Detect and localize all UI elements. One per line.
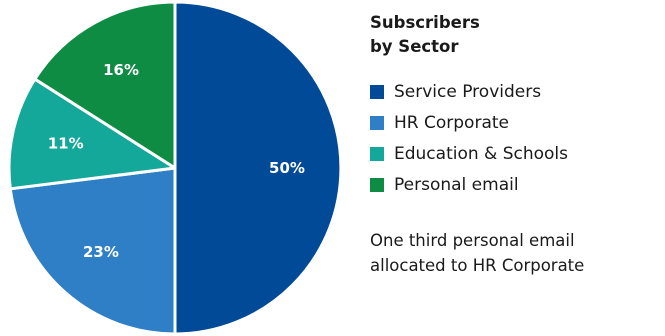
legend-swatch-service-providers: [370, 84, 384, 99]
chart-title-line-1: Subscribers: [370, 13, 480, 32]
legend-swatch-education-schools: [370, 146, 384, 161]
legend-label-hr-corporate: HR Corporate: [394, 112, 509, 133]
legend-label-personal-email: Personal email: [394, 174, 519, 195]
chart-annotation-line-1: One third personal email: [370, 231, 575, 250]
chart-legend: Service Providers HR Corporate Education…: [370, 76, 568, 200]
chart-title: Subscribers by Sector: [370, 11, 520, 59]
pie-label-education-schools: 11%: [48, 135, 84, 153]
legend-swatch-hr-corporate: [370, 115, 384, 130]
chart-title-line-2: by Sector: [370, 37, 459, 56]
legend-item-personal-email: Personal email: [370, 169, 568, 200]
pie-slice-education-schools: [7, 77, 177, 191]
legend-item-hr-corporate: HR Corporate: [370, 107, 568, 138]
pie-label-service-providers: 50%: [269, 159, 305, 177]
chart-annotation: One third personal email allocated to HR…: [370, 228, 665, 278]
legend-label-service-providers: Service Providers: [394, 81, 542, 102]
legend-item-education-schools: Education & Schools: [370, 138, 568, 169]
pie-chart: 50% 23% 11% 16%: [7, 0, 343, 336]
pie-label-personal-email: 16%: [103, 61, 139, 79]
legend-swatch-personal-email: [370, 177, 384, 192]
chart-annotation-line-2: allocated to HR Corporate: [370, 256, 585, 275]
legend-label-education-schools: Education & Schools: [394, 143, 568, 164]
pie-slice-service-providers: [173, 0, 343, 336]
pie-label-hr-corporate: 23%: [83, 243, 119, 261]
legend-item-service-providers: Service Providers: [370, 76, 568, 107]
pie-slice-hr-corporate: [8, 166, 177, 336]
pie-slice-personal-email: [33, 0, 177, 170]
